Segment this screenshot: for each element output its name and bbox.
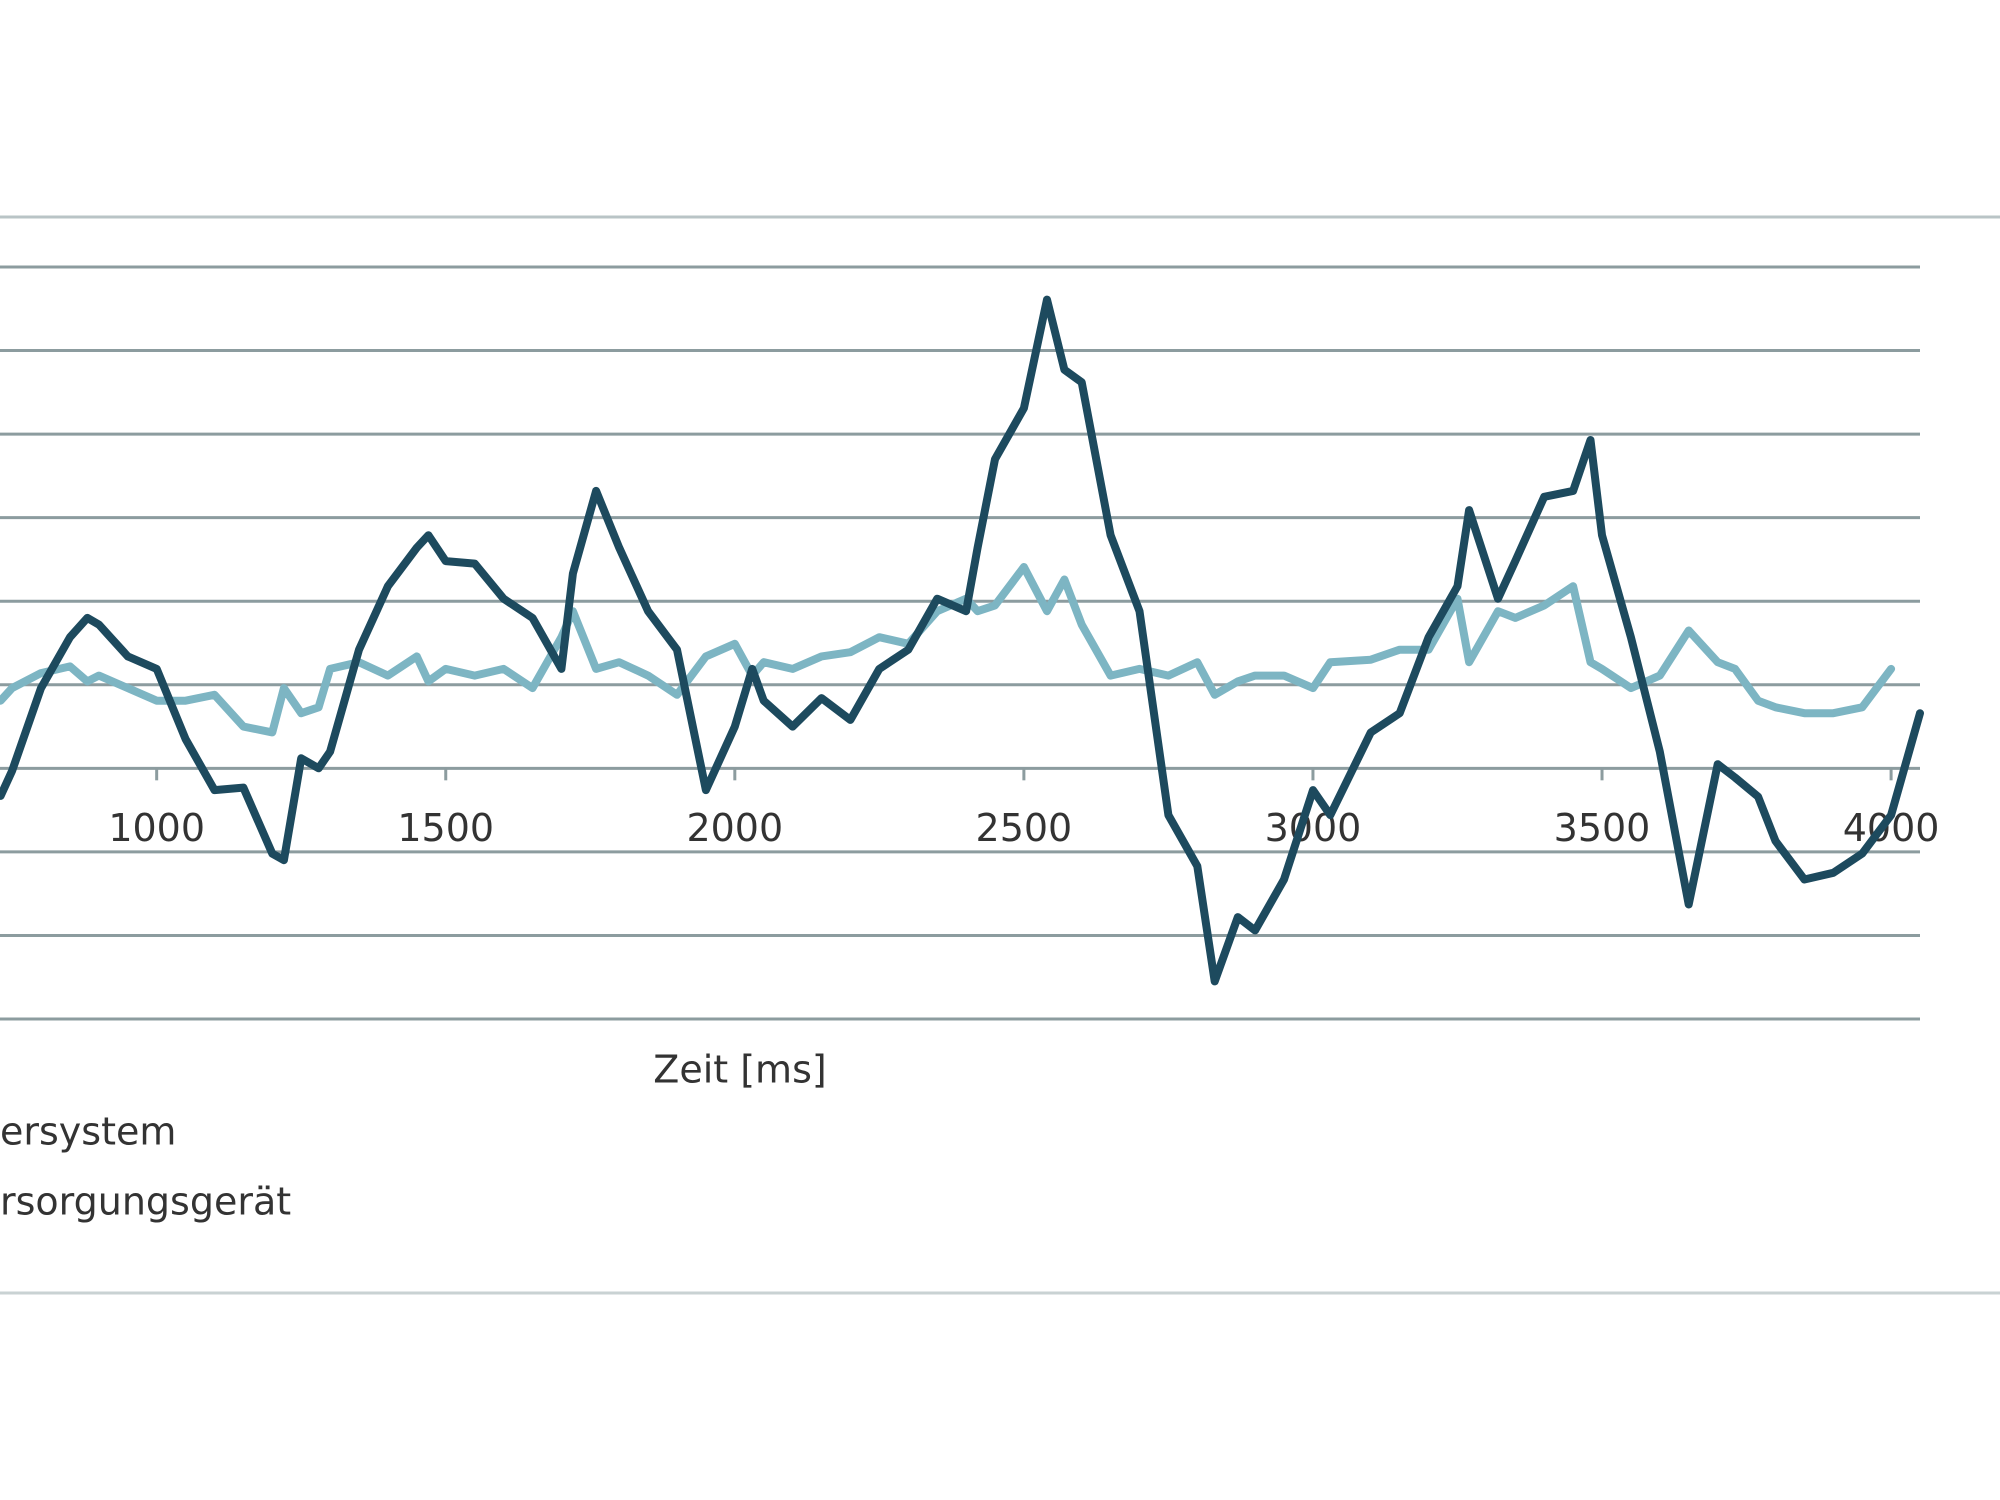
x-axis-title: Zeit [ms] bbox=[653, 1048, 826, 1092]
x-tick-label: 2500 bbox=[976, 806, 1073, 850]
x-tick-label: 3500 bbox=[1554, 806, 1651, 850]
legend-label: ersystem bbox=[0, 1110, 176, 1154]
x-tick-label: 3000 bbox=[1265, 806, 1362, 850]
series-line bbox=[0, 563, 1896, 737]
x-tick-label: 1000 bbox=[108, 806, 205, 850]
x-tick-label: 1500 bbox=[397, 806, 494, 850]
x-tick-label: 2000 bbox=[686, 806, 783, 850]
legend-label: rsorgungsgerät bbox=[0, 1180, 291, 1224]
series-line bbox=[0, 295, 1924, 986]
